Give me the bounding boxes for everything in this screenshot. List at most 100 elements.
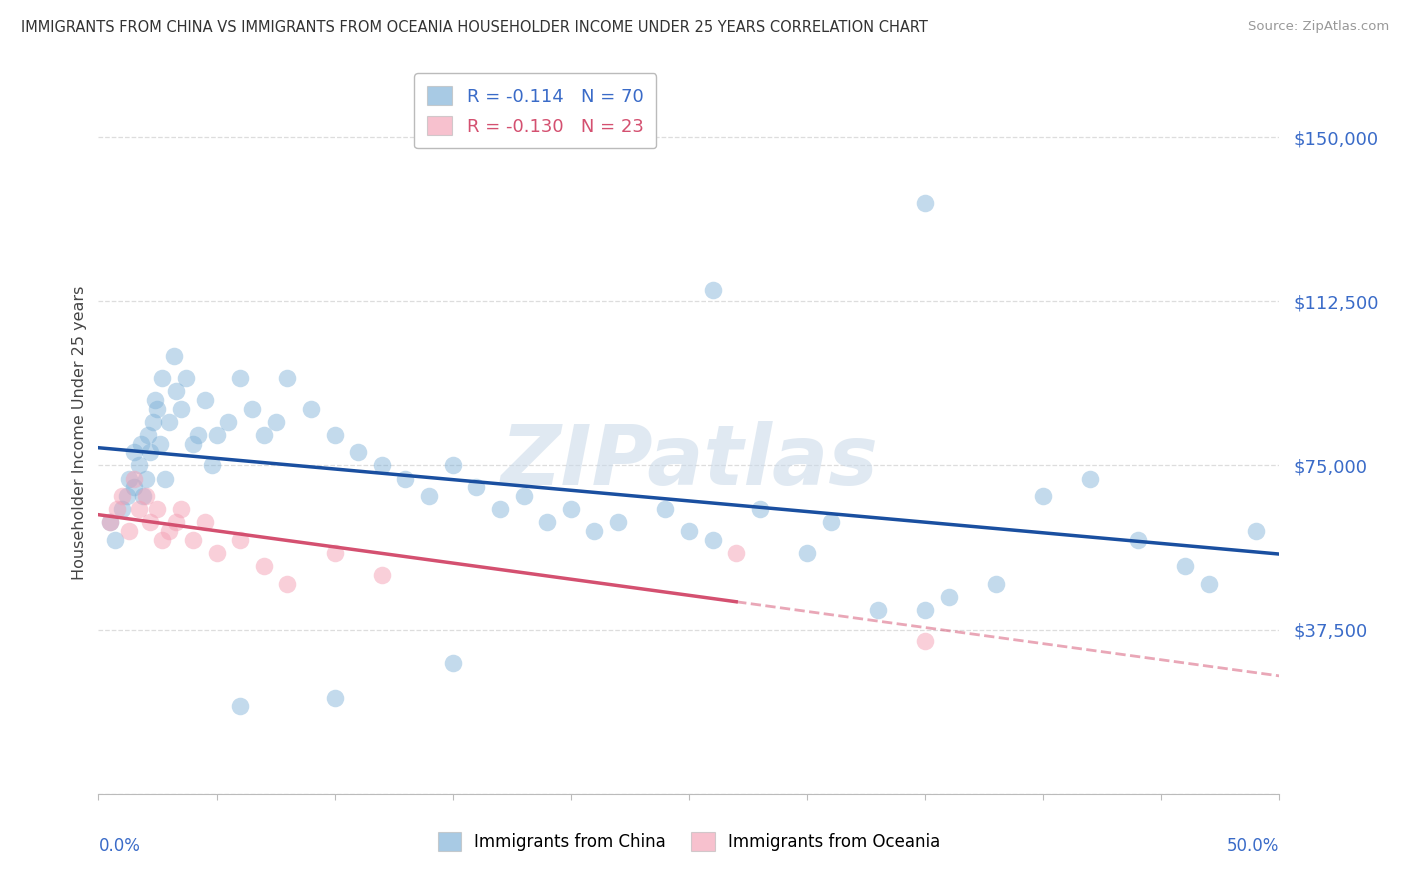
Point	[149, 436, 172, 450]
Point	[139, 516, 162, 530]
Point	[122, 480, 145, 494]
Point	[142, 415, 165, 429]
Point	[347, 445, 370, 459]
Point	[128, 502, 150, 516]
Point	[229, 371, 252, 385]
Point	[796, 546, 818, 560]
Point	[323, 427, 346, 442]
Point	[984, 576, 1007, 591]
Point	[866, 603, 889, 617]
Point	[165, 516, 187, 530]
Point	[157, 415, 180, 429]
Point	[115, 489, 138, 503]
Point	[560, 502, 582, 516]
Point	[276, 371, 298, 385]
Point	[323, 690, 346, 705]
Point	[394, 472, 416, 486]
Point	[1174, 559, 1197, 574]
Point	[194, 392, 217, 407]
Point	[1244, 524, 1267, 538]
Point	[702, 533, 724, 547]
Point	[512, 489, 534, 503]
Point	[240, 401, 263, 416]
Point	[654, 502, 676, 516]
Point	[489, 502, 512, 516]
Point	[129, 436, 152, 450]
Point	[465, 480, 488, 494]
Point	[441, 656, 464, 670]
Point	[122, 445, 145, 459]
Point	[938, 590, 960, 604]
Point	[143, 392, 166, 407]
Point	[702, 283, 724, 297]
Point	[1198, 576, 1220, 591]
Point	[174, 371, 197, 385]
Point	[111, 502, 134, 516]
Point	[194, 516, 217, 530]
Text: Source: ZipAtlas.com: Source: ZipAtlas.com	[1249, 20, 1389, 33]
Point	[150, 533, 173, 547]
Point	[118, 524, 141, 538]
Point	[150, 371, 173, 385]
Point	[136, 427, 159, 442]
Point	[153, 472, 176, 486]
Y-axis label: Householder Income Under 25 years: Householder Income Under 25 years	[72, 285, 87, 580]
Point	[205, 427, 228, 442]
Point	[187, 427, 209, 442]
Point	[146, 502, 169, 516]
Point	[104, 533, 127, 547]
Text: IMMIGRANTS FROM CHINA VS IMMIGRANTS FROM OCEANIA HOUSEHOLDER INCOME UNDER 25 YEA: IMMIGRANTS FROM CHINA VS IMMIGRANTS FROM…	[21, 20, 928, 35]
Legend: Immigrants from China, Immigrants from Oceania: Immigrants from China, Immigrants from O…	[432, 826, 946, 858]
Point	[98, 516, 121, 530]
Point	[264, 415, 287, 429]
Point	[122, 472, 145, 486]
Point	[132, 489, 155, 503]
Point	[276, 576, 298, 591]
Point	[165, 384, 187, 398]
Point	[583, 524, 606, 538]
Point	[135, 489, 157, 503]
Point	[914, 633, 936, 648]
Point	[536, 516, 558, 530]
Point	[118, 472, 141, 486]
Point	[1080, 472, 1102, 486]
Point	[441, 458, 464, 473]
Point	[146, 401, 169, 416]
Point	[253, 427, 276, 442]
Point	[418, 489, 440, 503]
Point	[205, 546, 228, 560]
Point	[163, 349, 186, 363]
Text: 0.0%: 0.0%	[98, 838, 141, 855]
Point	[229, 699, 252, 714]
Point	[820, 516, 842, 530]
Point	[201, 458, 224, 473]
Point	[914, 603, 936, 617]
Point	[139, 445, 162, 459]
Point	[135, 472, 157, 486]
Point	[217, 415, 239, 429]
Text: ZIPatlas: ZIPatlas	[501, 421, 877, 502]
Point	[253, 559, 276, 574]
Point	[323, 546, 346, 560]
Point	[725, 546, 748, 560]
Point	[678, 524, 700, 538]
Point	[170, 502, 193, 516]
Point	[1126, 533, 1149, 547]
Point	[105, 502, 128, 516]
Point	[607, 516, 630, 530]
Point	[371, 458, 394, 473]
Point	[111, 489, 134, 503]
Point	[299, 401, 322, 416]
Point	[98, 516, 121, 530]
Text: 50.0%: 50.0%	[1227, 838, 1279, 855]
Point	[157, 524, 180, 538]
Point	[748, 502, 770, 516]
Point	[371, 568, 394, 582]
Point	[1032, 489, 1054, 503]
Point	[170, 401, 193, 416]
Point	[914, 195, 936, 210]
Point	[229, 533, 252, 547]
Point	[128, 458, 150, 473]
Point	[181, 436, 204, 450]
Point	[181, 533, 204, 547]
